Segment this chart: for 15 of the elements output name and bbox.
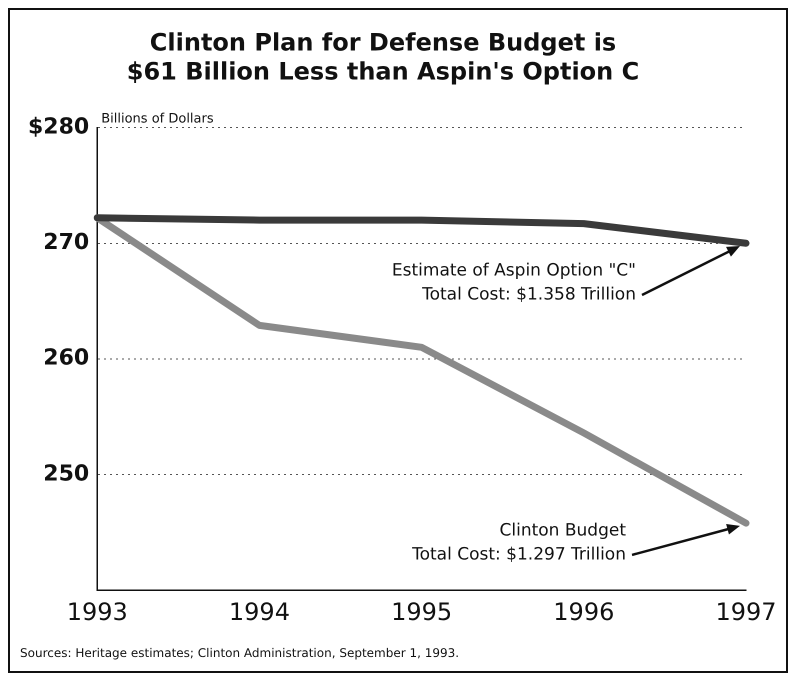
y-axis-title: Billions of Dollars — [101, 111, 214, 126]
x-tick-label: 1996 — [553, 598, 614, 626]
annotation: Clinton Budget Total Cost: $1.297 Trillion — [411, 520, 626, 565]
y-tick-label: $280 — [28, 114, 90, 140]
x-tick-label: 1994 — [228, 598, 290, 626]
x-tick-label: 1995 — [391, 598, 452, 626]
text: $61 Billion Less than Aspin's Option C — [126, 57, 640, 86]
x-tick-label: 1993 — [66, 598, 128, 626]
text: Clinton Plan for Defense Budget is — [150, 28, 616, 57]
x-tick-label: 1997 — [715, 598, 777, 626]
y-tick-label: 250 — [43, 461, 90, 486]
source-note: Sources: Heritage estimates; Clinton Administration, September 1, 1993. — [20, 646, 460, 660]
y-tick-label: 270 — [43, 230, 90, 255]
y-tick-label: 260 — [43, 346, 90, 371]
annotation: Estimate of Aspin Option "C" Total Cost: $1.358 Trillion — [392, 260, 636, 305]
